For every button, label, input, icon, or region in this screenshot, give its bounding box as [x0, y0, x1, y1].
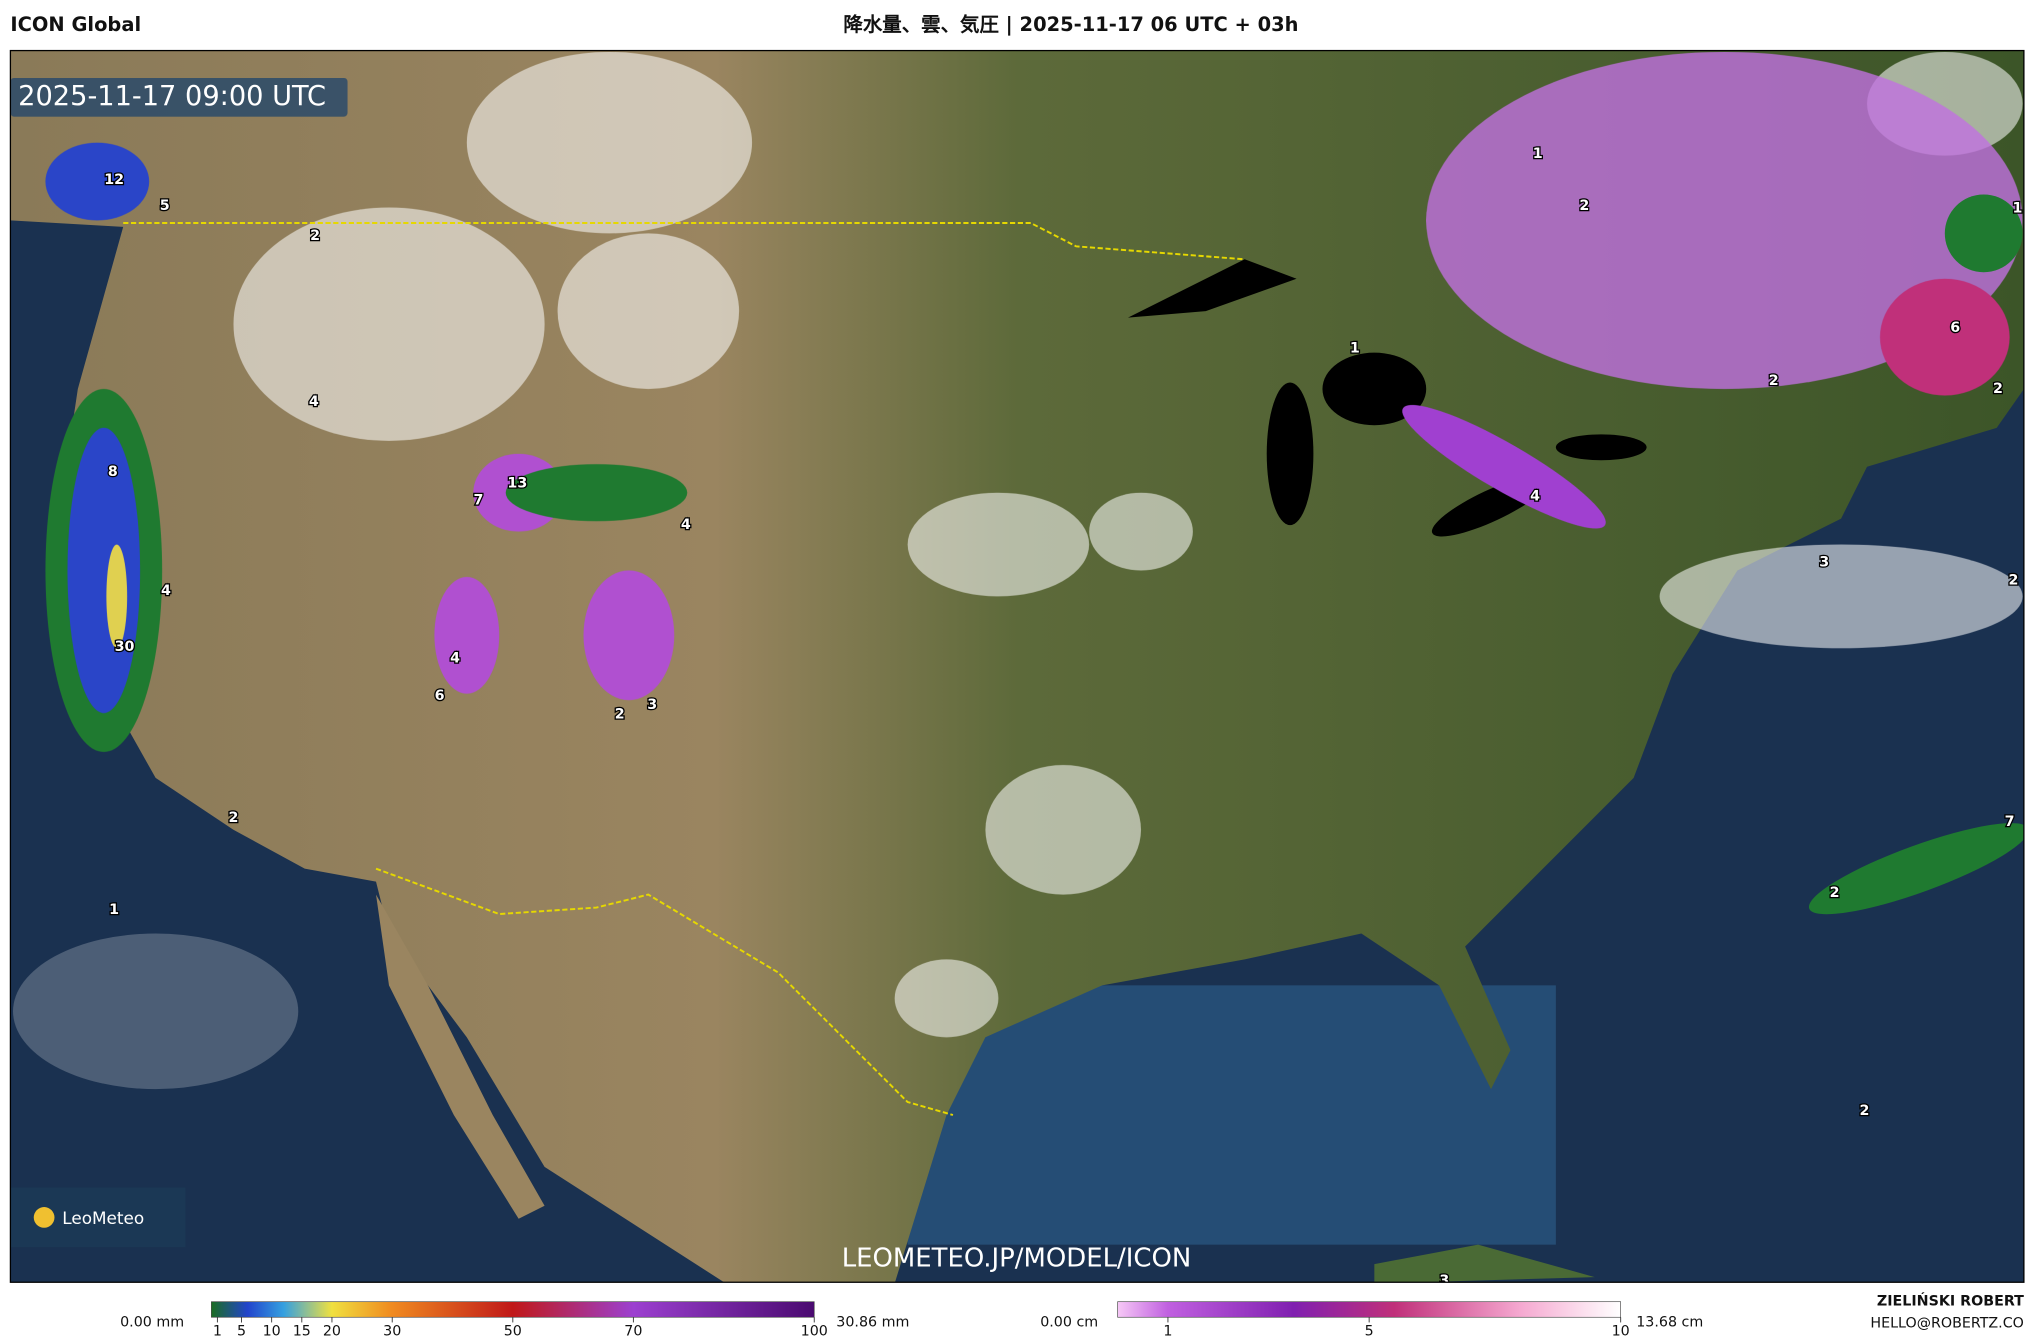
- colorbar-tick-label: 100: [801, 1323, 828, 1338]
- great-lakes: [1128, 259, 1647, 537]
- colorbar-tick-label: 1: [1163, 1323, 1172, 1338]
- colorbar-tick-label: 15: [293, 1323, 311, 1338]
- map-label: 6: [435, 688, 445, 704]
- map-label: 2: [1993, 381, 2003, 397]
- cuba: [1374, 1244, 1595, 1283]
- colorbar-tick-label: 10: [263, 1323, 281, 1338]
- map-label: 7: [473, 492, 483, 508]
- map-label: 4: [161, 583, 171, 599]
- precipitation: [45, 51, 2024, 915]
- contact: HELLO@ROBERTZ.CO: [1870, 1316, 2023, 1332]
- snow-max: 13.68 cm: [1636, 1314, 1703, 1330]
- map-label: 5: [160, 198, 170, 214]
- map-label: 1: [1533, 146, 1543, 162]
- baja: [376, 894, 545, 1219]
- logo-sun: [33, 1207, 55, 1228]
- time-box: [10, 77, 348, 117]
- precip-min: 0.00 mm: [120, 1314, 184, 1330]
- author: ZIELIŃSKI ROBERT: [1877, 1292, 2024, 1310]
- colorbar-tick-label: 5: [1365, 1323, 1374, 1338]
- gulf: [907, 985, 1556, 1245]
- map-label: 1: [1350, 341, 1360, 357]
- map-label: 13: [507, 475, 527, 491]
- map-label: 3: [1819, 555, 1829, 571]
- map-label: 1: [2012, 201, 2022, 217]
- map-label: 2: [615, 706, 625, 722]
- map-label: 2: [1579, 198, 1589, 214]
- colorbar-tick-label: 10: [1612, 1323, 1630, 1338]
- map-label: 8: [108, 464, 118, 480]
- map-label: 2: [1859, 1103, 1869, 1119]
- map-label: 7: [2005, 814, 2015, 830]
- precip-max: 30.86 mm: [836, 1314, 909, 1330]
- map-label: 4: [1530, 488, 1540, 504]
- model-name: ICON Global: [10, 13, 141, 36]
- map-label: 2: [1769, 373, 1779, 389]
- map-label: 2: [228, 810, 238, 826]
- colorbar-tick-label: 70: [624, 1323, 642, 1338]
- colorbar-tick-label: 1: [213, 1323, 222, 1338]
- logo: LeoMeteo: [62, 1208, 144, 1228]
- map-label: 3: [647, 697, 657, 713]
- map-label: 3: [1439, 1273, 1449, 1289]
- watermark: LEOMETEO.JP/MODEL/ICON: [842, 1244, 1192, 1274]
- map-label: 12: [104, 172, 124, 188]
- colorbar-tick-label: 5: [237, 1323, 246, 1338]
- colorbar-tick-label: 50: [504, 1323, 522, 1338]
- map-label: 1: [109, 902, 119, 918]
- map-title: 降水量、雲、気圧 | 2025-11-17 06 UTC + 03h: [843, 13, 1298, 36]
- map-label: 2: [2009, 573, 2019, 589]
- map-label: 2: [1830, 885, 1840, 901]
- map-label: 30: [115, 639, 135, 655]
- map-label: 4: [681, 517, 691, 533]
- map-label: 4: [450, 651, 460, 667]
- borders: [123, 222, 1245, 1116]
- precip-colorbar: [211, 1301, 815, 1318]
- colorbar-tick-label: 20: [323, 1323, 341, 1338]
- colorbar-tick-label: 30: [383, 1323, 401, 1338]
- snow-colorbar: [1117, 1301, 1621, 1318]
- map-label: 6: [1950, 320, 1960, 336]
- map-label: 4: [309, 394, 319, 410]
- clouds: [13, 51, 2023, 1090]
- snow-min: 0.00 cm: [1040, 1314, 1098, 1330]
- valid-time: 2025-11-17 09:00 UTC: [18, 81, 326, 112]
- map-frame: [9, 49, 2025, 1283]
- map-label: 2: [310, 228, 320, 244]
